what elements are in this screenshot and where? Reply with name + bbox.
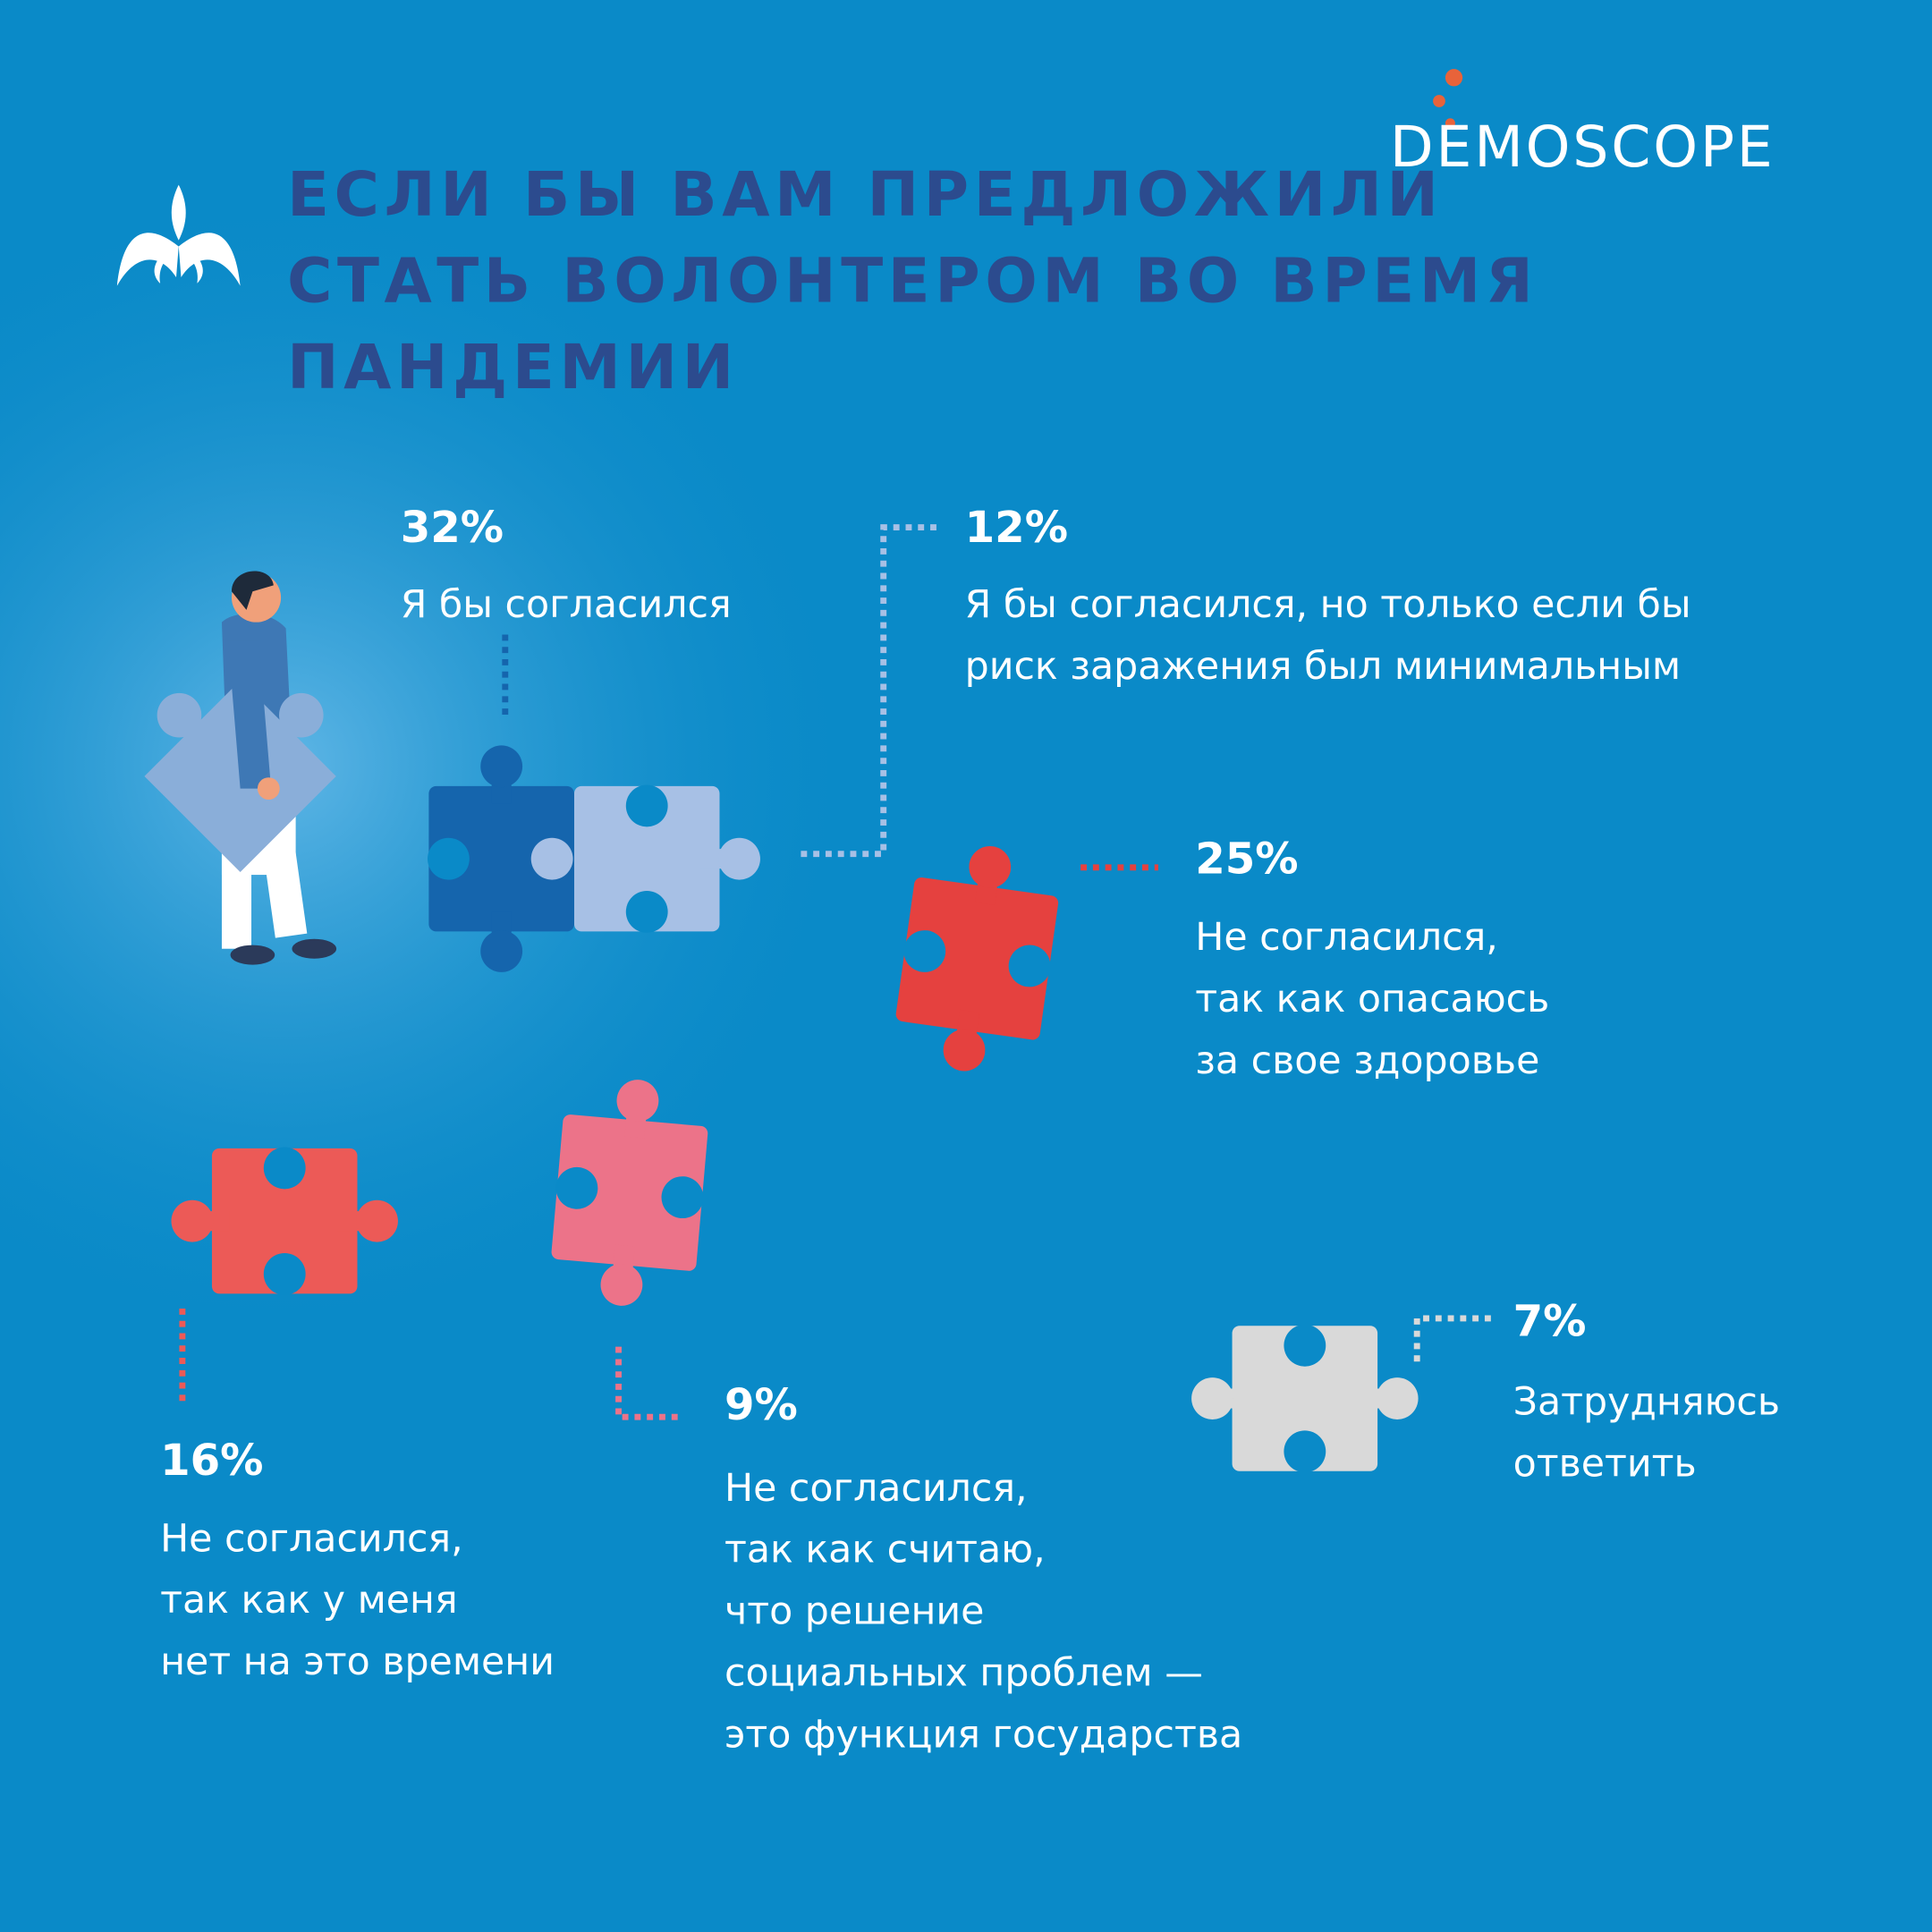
- piece-knob: [1191, 1377, 1233, 1419]
- answer-label: Не согласился,: [724, 1466, 1028, 1511]
- piece-knob: [171, 1199, 214, 1242]
- title-line: СТАТЬ ВОЛОНТЕРОМ ВО ВРЕМЯ: [287, 246, 1538, 318]
- title-line: ЕСЛИ БЫ ВАМ ПРЕДЛОЖИЛИ: [287, 159, 1444, 231]
- piece-hole: [263, 1252, 306, 1295]
- connector: [615, 1346, 684, 1420]
- piece-hole: [661, 1176, 704, 1219]
- piece-hole: [625, 784, 668, 827]
- answer-percent: 25%: [1195, 835, 1298, 885]
- answer-label: социальных проблем —: [724, 1650, 1203, 1695]
- puzzle-piece: [171, 1147, 398, 1295]
- piece-knob: [530, 837, 573, 880]
- answer-label: так как у меня: [160, 1578, 458, 1623]
- answer-percent: 16%: [160, 1436, 263, 1486]
- puzzle-piece: [573, 784, 760, 933]
- piece-body: [551, 1114, 708, 1271]
- piece-knob: [480, 930, 523, 972]
- answer-percent: 32%: [401, 503, 504, 553]
- answer-percent: 9%: [724, 1380, 798, 1430]
- piece-knob: [943, 1029, 986, 1072]
- answer-label: так как считаю,: [724, 1528, 1046, 1572]
- piece-body: [573, 785, 720, 932]
- piece-body: [895, 877, 1059, 1040]
- piece-knob: [718, 837, 760, 880]
- answer-label: риск заражения был минимальным: [965, 644, 1682, 689]
- piece-hole: [903, 930, 946, 972]
- piece-hole: [263, 1147, 306, 1190]
- piece-knob: [600, 1263, 643, 1306]
- logo: DEMOSCOPE: [1390, 69, 1775, 180]
- piece-body: [1232, 1326, 1378, 1471]
- answer-percent: 12%: [965, 503, 1068, 553]
- piece-hole: [625, 890, 668, 933]
- connector: [1413, 1315, 1495, 1362]
- piece-knob: [480, 745, 523, 788]
- piece-hole: [428, 837, 470, 880]
- piece-hole: [1284, 1430, 1326, 1473]
- connectors: [179, 524, 1495, 1420]
- answer-label: это функция государства: [724, 1712, 1242, 1757]
- answer-label: Затрудняюсь: [1513, 1379, 1780, 1424]
- piece-hole: [555, 1166, 598, 1209]
- title-line: ПАНДЕМИИ: [287, 332, 739, 403]
- puzzle-piece: [895, 846, 1059, 1072]
- answer-percent: 7%: [1513, 1296, 1587, 1346]
- piece-knob: [1376, 1377, 1419, 1419]
- answer-label: Не согласился,: [160, 1516, 463, 1561]
- piece-body: [428, 785, 574, 932]
- answer-label: Я бы согласился: [401, 582, 732, 627]
- answer-label: что решение: [724, 1589, 984, 1634]
- connector: [801, 524, 936, 858]
- logo-text: DEMOSCOPE: [1390, 114, 1775, 180]
- answers: 32% Я бы согласился 12% Я бы согласился, но…: [160, 503, 1780, 1757]
- answer-label: Я бы согласился, но только если бы: [965, 582, 1691, 627]
- piece-knob: [969, 846, 1012, 888]
- title: ЕСЛИ БЫ ВАМ ПРЕДЛОЖИЛИ СТАТЬ ВОЛОНТЕРОМ В…: [287, 159, 1538, 403]
- answer-label: ответить: [1513, 1441, 1697, 1486]
- answer-label: за свое здоровье: [1195, 1038, 1539, 1083]
- piece-knob: [616, 1080, 659, 1122]
- piece-body: [211, 1148, 358, 1294]
- piece-knob: [356, 1199, 398, 1242]
- answer-label: так как опасаюсь: [1195, 977, 1549, 1021]
- puzzle-piece: [428, 745, 574, 972]
- puzzle-pieces: [171, 745, 1419, 1473]
- piece-hole: [1284, 1324, 1326, 1367]
- puzzle-piece: [1191, 1324, 1419, 1473]
- answer-label: нет на это времени: [160, 1640, 555, 1684]
- puzzle-piece: [551, 1080, 708, 1306]
- piece-hole: [1008, 945, 1051, 987]
- answer-label: Не согласился,: [1195, 915, 1498, 960]
- emblem: [116, 184, 241, 286]
- person: [144, 571, 337, 965]
